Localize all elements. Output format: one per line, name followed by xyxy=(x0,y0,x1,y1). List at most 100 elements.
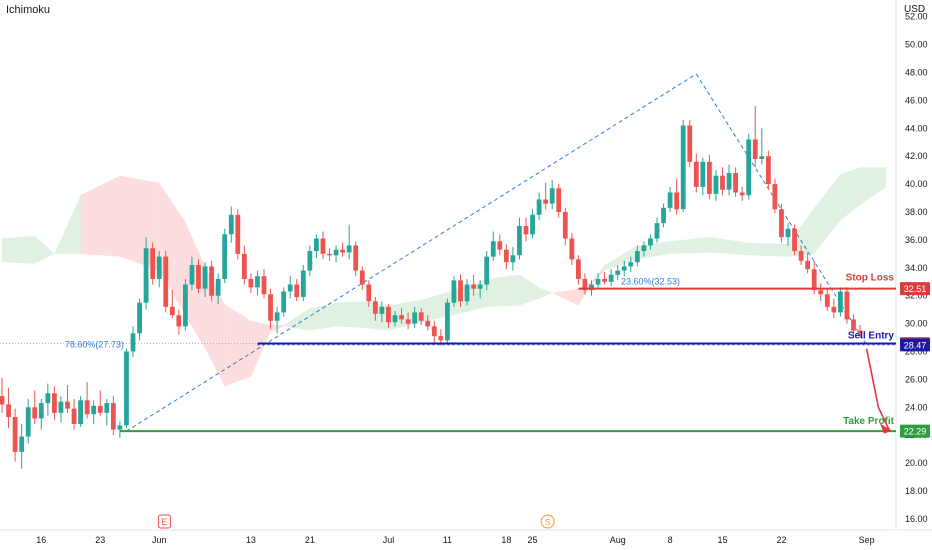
candle[interactable] xyxy=(78,396,83,427)
candle[interactable] xyxy=(294,278,300,302)
candle[interactable] xyxy=(838,287,843,317)
candle[interactable] xyxy=(333,245,339,263)
candle[interactable] xyxy=(497,234,503,256)
candle[interactable] xyxy=(137,298,142,341)
candle[interactable] xyxy=(543,182,549,210)
candle[interactable] xyxy=(556,184,562,218)
candle[interactable] xyxy=(595,273,601,289)
candle[interactable] xyxy=(503,244,509,270)
candle[interactable] xyxy=(582,273,588,295)
candle[interactable] xyxy=(412,306,418,328)
candle[interactable] xyxy=(785,223,791,246)
candle[interactable] xyxy=(693,153,699,193)
candle[interactable] xyxy=(687,119,693,168)
candle[interactable] xyxy=(281,287,287,317)
candle[interactable] xyxy=(84,382,90,419)
earnings-marker[interactable]: E xyxy=(157,514,171,529)
candle[interactable] xyxy=(641,241,647,257)
candle[interactable] xyxy=(510,246,516,271)
candle[interactable] xyxy=(713,170,719,201)
candle[interactable] xyxy=(562,207,568,246)
split-marker[interactable]: S xyxy=(540,514,555,529)
candle[interactable] xyxy=(805,252,811,274)
candle[interactable] xyxy=(0,377,5,413)
candle[interactable] xyxy=(12,408,18,462)
candle[interactable] xyxy=(183,278,188,331)
candle[interactable] xyxy=(857,324,863,338)
candle[interactable] xyxy=(517,217,522,260)
candle[interactable] xyxy=(399,308,404,324)
candle[interactable] xyxy=(196,259,201,293)
candle[interactable] xyxy=(759,128,765,165)
candle[interactable] xyxy=(241,245,247,285)
candle[interactable] xyxy=(143,237,149,310)
candle[interactable] xyxy=(314,234,319,259)
candle[interactable] xyxy=(700,157,706,196)
candle[interactable] xyxy=(602,271,607,285)
candle[interactable] xyxy=(798,245,804,265)
candle[interactable] xyxy=(464,278,470,306)
candle[interactable] xyxy=(765,150,771,190)
candle[interactable] xyxy=(379,301,385,323)
candle[interactable] xyxy=(274,306,280,334)
candle[interactable] xyxy=(458,274,463,307)
candle[interactable] xyxy=(425,315,431,331)
candle[interactable] xyxy=(366,280,372,307)
candle[interactable] xyxy=(110,396,116,436)
candle[interactable] xyxy=(209,260,214,302)
candle[interactable] xyxy=(248,273,254,293)
candle[interactable] xyxy=(215,273,221,305)
candle[interactable] xyxy=(261,269,267,299)
candle[interactable] xyxy=(65,384,70,413)
candle[interactable] xyxy=(831,298,837,318)
candle[interactable] xyxy=(38,398,44,430)
candle[interactable] xyxy=(6,387,11,429)
candle[interactable] xyxy=(536,192,542,221)
candle[interactable] xyxy=(300,265,306,302)
candle[interactable] xyxy=(124,348,129,429)
candle[interactable] xyxy=(634,245,640,267)
candle[interactable] xyxy=(235,209,241,260)
candle[interactable] xyxy=(621,260,627,277)
candle[interactable] xyxy=(680,119,686,212)
candle[interactable] xyxy=(163,251,169,313)
candle[interactable] xyxy=(189,256,195,291)
candle[interactable] xyxy=(707,154,712,200)
candle[interactable] xyxy=(340,242,345,257)
candle[interactable] xyxy=(739,186,745,201)
candle[interactable] xyxy=(674,178,680,215)
candle[interactable] xyxy=(222,228,228,284)
candle[interactable] xyxy=(490,231,496,261)
candle[interactable] xyxy=(844,287,850,324)
candle[interactable] xyxy=(32,390,38,424)
candle[interactable] xyxy=(746,133,752,200)
candle[interactable] xyxy=(104,398,110,426)
candle[interactable] xyxy=(608,269,614,286)
candle[interactable] xyxy=(530,209,535,239)
candle[interactable] xyxy=(255,270,260,296)
candle[interactable] xyxy=(117,421,123,438)
candle[interactable] xyxy=(130,326,136,358)
candle[interactable] xyxy=(720,167,725,196)
candle[interactable] xyxy=(150,242,156,285)
candle[interactable] xyxy=(772,178,778,214)
candle[interactable] xyxy=(471,274,476,296)
candle[interactable] xyxy=(405,312,411,330)
candle[interactable] xyxy=(307,245,313,277)
candle[interactable] xyxy=(386,304,391,328)
candle[interactable] xyxy=(628,256,634,272)
candle[interactable] xyxy=(372,297,378,321)
candle[interactable] xyxy=(19,424,25,469)
candle[interactable] xyxy=(615,265,621,281)
candle[interactable] xyxy=(451,276,457,307)
candle[interactable] xyxy=(202,262,208,298)
candle[interactable] xyxy=(346,224,352,260)
candle[interactable] xyxy=(549,179,555,210)
candle[interactable] xyxy=(818,283,824,302)
candle[interactable] xyxy=(733,167,738,197)
candle[interactable] xyxy=(477,280,483,299)
candle[interactable] xyxy=(353,241,359,277)
candle[interactable] xyxy=(752,106,758,168)
candle[interactable] xyxy=(792,224,797,256)
